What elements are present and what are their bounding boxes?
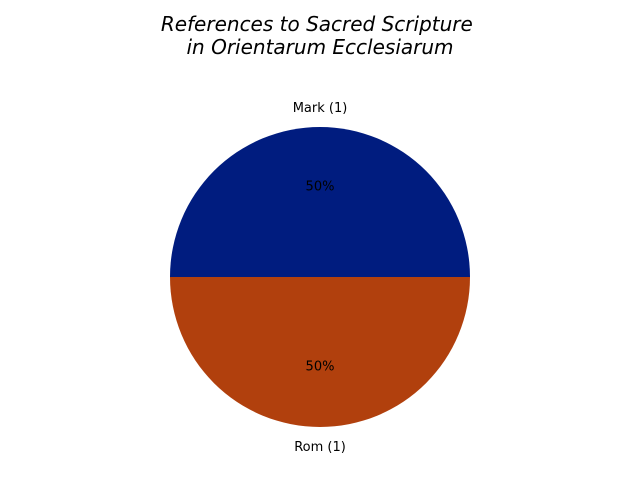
slice-label-1: Mark (1) (293, 101, 348, 116)
chart-title: References to Sacred Scripture in Orient… (161, 12, 479, 59)
slice-label-2: Rom (1) (294, 440, 346, 455)
pie-slices (170, 127, 470, 427)
slice-percent-label-1: 50% (306, 180, 335, 195)
chart-title-line-1: References to Sacred Scripture (161, 12, 473, 36)
pie-slice-2 (170, 277, 470, 427)
chart-title-line-2: in Orientarum Ecclesiarum (186, 35, 453, 59)
pie-labels: Mark (1) 50% Rom (1) 50% (293, 101, 348, 455)
slice-percent-label-2: 50% (306, 360, 335, 375)
pie-slice-1 (170, 127, 470, 277)
